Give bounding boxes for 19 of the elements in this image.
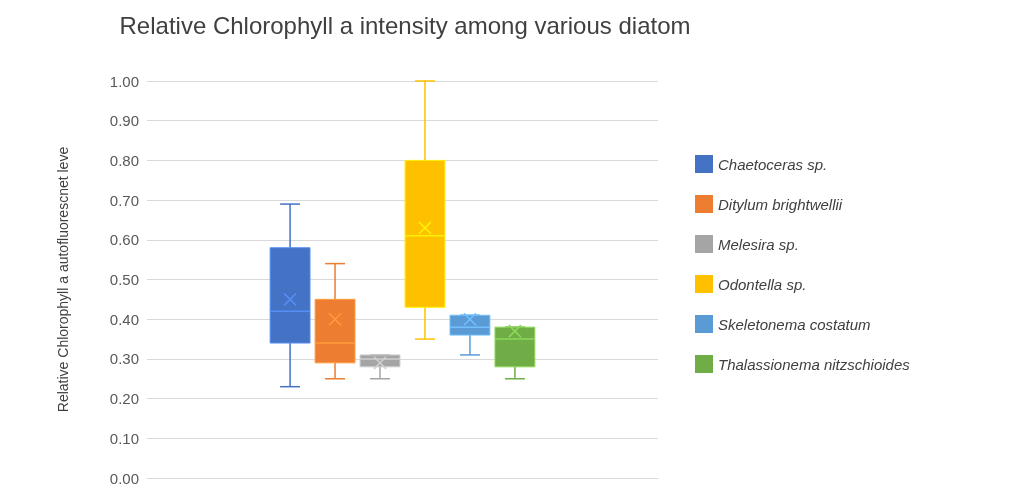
y-tick-label: 0.70 [109,191,139,209]
legend-label: Chaetoceras sp. [718,155,828,173]
y-tick-label: 0.00 [109,469,139,487]
y-tick-label: 1.00 [109,72,139,90]
y-axis-title: Relative Chlorophyll a autofluorescnet leve [55,146,71,413]
y-tick-label: 0.20 [109,390,139,408]
chart-title: Relative Chlorophyll a intensity among various diatom [119,11,691,39]
legend-label: Melesira sp. [718,235,799,253]
legend-label: Skeletonema costatum [718,315,871,333]
y-tick-label: 0.80 [109,151,139,169]
y-tick-label: 0.30 [109,350,139,368]
y-tick-label: 0.10 [109,429,139,447]
legend-label: Ditylum brightwellii [718,195,843,213]
y-tick-label: 0.40 [109,310,139,328]
legend-label: Thalassionema nitzschioides [718,355,911,373]
y-tick-label: 0.60 [109,231,139,249]
y-tick-label: 0.50 [109,271,139,288]
legend-label: Odontella sp. [718,275,807,293]
y-tick-label: 0.90 [109,112,139,130]
